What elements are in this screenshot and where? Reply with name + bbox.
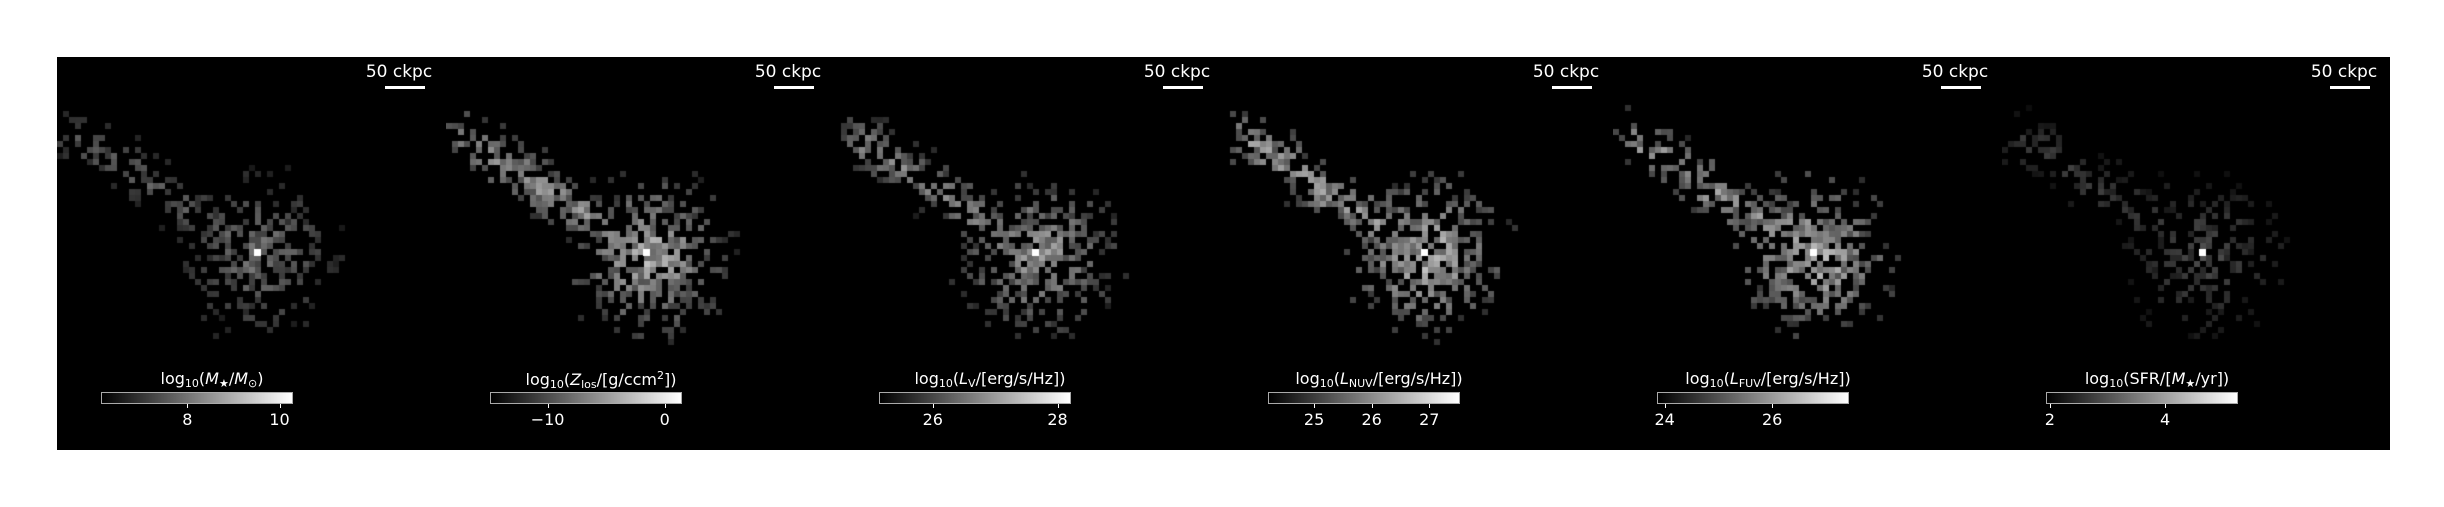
colorbar-label: log10(LNUV/[erg/s/Hz]) bbox=[1295, 369, 1463, 390]
colorbar-tick-label: 25 bbox=[1303, 410, 1325, 429]
scalebar-label: 50 ckpc bbox=[1532, 62, 1600, 82]
colorbar-tick bbox=[1429, 404, 1431, 408]
scalebar-line bbox=[1552, 86, 1592, 89]
panel-fuv: 50 ckpc log10(LFUV/[erg/s/Hz]) 24 26 bbox=[1613, 57, 2000, 450]
scalebar-label: 50 ckpc bbox=[2310, 62, 2378, 82]
colorbar-tick-label: 26 bbox=[922, 410, 943, 429]
colorbar-tick bbox=[187, 404, 189, 408]
sfr-map bbox=[2002, 57, 2389, 450]
scalebar-label: 50 ckpc bbox=[365, 62, 433, 82]
scalebar-line bbox=[385, 86, 425, 89]
colorbar bbox=[490, 392, 682, 404]
panel-metallicity: 50 ckpc log10(Zlos/[g/ccm2]) −10 0 bbox=[446, 57, 833, 450]
colorbar-label: log10(Zlos/[g/ccm2]) bbox=[525, 369, 677, 391]
scalebar-label: 50 ckpc bbox=[754, 62, 822, 82]
fuv-map bbox=[1613, 57, 2000, 450]
scalebar-line bbox=[774, 86, 814, 89]
colorbar-tick-label: 24 bbox=[1654, 410, 1675, 429]
colorbar-tick-label: 26 bbox=[1361, 410, 1382, 429]
panel-nuv: 50 ckpc log10(LNUV/[erg/s/Hz]) 25 26 27 bbox=[1224, 57, 1611, 450]
colorbar bbox=[1268, 392, 1460, 404]
scalebar-line bbox=[1163, 86, 1203, 89]
figure-strip: 50 ckpc log10(M★/M⊙) 8 10 50 ckpc log10(Z… bbox=[57, 57, 2390, 450]
colorbar-tick-label: 26 bbox=[1762, 410, 1783, 429]
colorbar-tick bbox=[2165, 404, 2167, 408]
colorbar-tick-label: 4 bbox=[2159, 410, 2171, 429]
colorbar-tick-label: 27 bbox=[1419, 410, 1440, 429]
metallicity-map bbox=[446, 57, 833, 450]
colorbar-tick-label: 10 bbox=[269, 410, 290, 429]
colorbar bbox=[2046, 392, 2238, 404]
scalebar-label: 50 ckpc bbox=[1921, 62, 1989, 82]
colorbar-label: log10(LFUV/[erg/s/Hz]) bbox=[1685, 369, 1851, 390]
v-band-map bbox=[835, 57, 1222, 450]
colorbar-tick bbox=[1664, 404, 1666, 408]
colorbar-tick bbox=[932, 404, 934, 408]
colorbar-tick bbox=[279, 404, 281, 408]
panel-sfr: 50 ckpc log10(SFR/[M★/yr]) 2 4 bbox=[2002, 57, 2389, 450]
colorbar bbox=[1657, 392, 1849, 404]
colorbar-tick bbox=[1314, 404, 1316, 408]
colorbar-tick bbox=[1371, 404, 1373, 408]
colorbar-tick bbox=[2049, 404, 2051, 408]
colorbar-tick-label: 8 bbox=[182, 410, 193, 429]
colorbar-label: log10(M★/M⊙) bbox=[160, 369, 264, 390]
panel-v-band: 50 ckpc log10(LV/[erg/s/Hz]) 26 28 bbox=[835, 57, 1222, 450]
nuv-map bbox=[1224, 57, 1611, 450]
scalebar-line bbox=[1941, 86, 1981, 89]
scalebar-label: 50 ckpc bbox=[1143, 62, 1211, 82]
colorbar-tick bbox=[664, 404, 666, 408]
colorbar-label: log10(SFR/[M★/yr]) bbox=[2084, 369, 2230, 390]
colorbar-tick bbox=[547, 404, 549, 408]
colorbar-tick-label: 2 bbox=[2044, 410, 2055, 429]
colorbar bbox=[879, 392, 1071, 404]
colorbar-tick bbox=[1057, 404, 1059, 408]
stellar-mass-map bbox=[57, 57, 444, 450]
colorbar-tick bbox=[1772, 404, 1774, 408]
scalebar-line bbox=[2330, 86, 2370, 89]
colorbar-tick-label: −10 bbox=[530, 410, 565, 429]
colorbar bbox=[101, 392, 293, 404]
panel-stellar-mass: 50 ckpc log10(M★/M⊙) 8 10 bbox=[57, 57, 444, 450]
colorbar-tick-label: 0 bbox=[659, 410, 670, 429]
colorbar-tick-label: 28 bbox=[1047, 410, 1068, 429]
colorbar-label: log10(LV/[erg/s/Hz]) bbox=[914, 369, 1066, 390]
